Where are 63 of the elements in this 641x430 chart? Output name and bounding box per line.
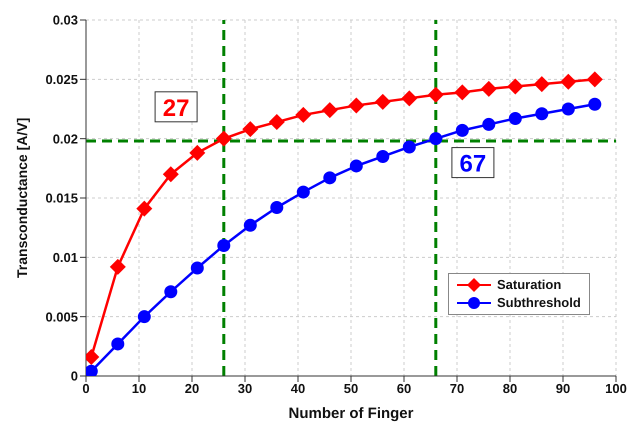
point (374, 94, 391, 110)
y-tick-label: 0.025 (45, 72, 78, 87)
x-tick-label: 100 (605, 381, 627, 396)
point (429, 132, 442, 146)
y-tick-label: 0.02 (52, 131, 78, 146)
y-tick-label: 0 (70, 368, 78, 384)
y-tick-label: 0.015 (45, 190, 78, 206)
point (216, 130, 232, 147)
x-axis-title: Number of Finger (288, 405, 414, 422)
x-tick-label: 90 (556, 381, 570, 396)
x-tick-label: 70 (450, 381, 464, 396)
x-tick-label: 20 (184, 381, 200, 396)
annotation: 27 (162, 94, 190, 122)
point (456, 124, 469, 137)
point (162, 166, 179, 182)
legend-label: Subthreshold (497, 294, 581, 312)
point (507, 78, 524, 94)
point (190, 262, 204, 275)
point (535, 107, 548, 120)
x-tick-label: 80 (502, 381, 518, 396)
x-tick-label: 40 (290, 381, 306, 396)
y-tick-label: 0.005 (45, 309, 78, 324)
point (111, 337, 124, 350)
point (244, 218, 257, 232)
legend-label: Saturation (497, 276, 562, 294)
annotation: 67 (460, 150, 486, 178)
x-tick-label: 0 (82, 381, 90, 396)
point (86, 364, 98, 376)
point (560, 74, 576, 90)
point (376, 150, 390, 163)
point (110, 258, 126, 275)
point (164, 285, 178, 298)
point (454, 84, 470, 100)
y-tick-label: 0.03 (52, 12, 78, 28)
point (402, 140, 416, 154)
point (268, 114, 285, 130)
point (348, 97, 364, 114)
point (323, 171, 336, 184)
point (189, 144, 206, 161)
point (136, 200, 152, 217)
point (295, 106, 312, 123)
point (270, 200, 284, 214)
point (508, 112, 522, 125)
x-tick-label: 10 (132, 381, 146, 396)
point (296, 186, 310, 199)
y-axis-title: Transconductance [A/V] (14, 118, 30, 278)
x-tick-label: 60 (396, 381, 412, 396)
point (480, 80, 497, 97)
point (217, 238, 230, 252)
x-tick-label: 30 (238, 381, 252, 396)
point (482, 118, 496, 131)
point (588, 98, 602, 111)
point (138, 310, 151, 324)
point (242, 121, 258, 138)
x-tick-label: 50 (344, 381, 358, 396)
point (322, 102, 338, 118)
point (428, 86, 444, 103)
point (562, 102, 575, 116)
point (586, 71, 603, 88)
y-tick-label: 0.01 (52, 250, 78, 265)
point (350, 159, 363, 172)
point (534, 76, 550, 92)
point (401, 90, 418, 106)
